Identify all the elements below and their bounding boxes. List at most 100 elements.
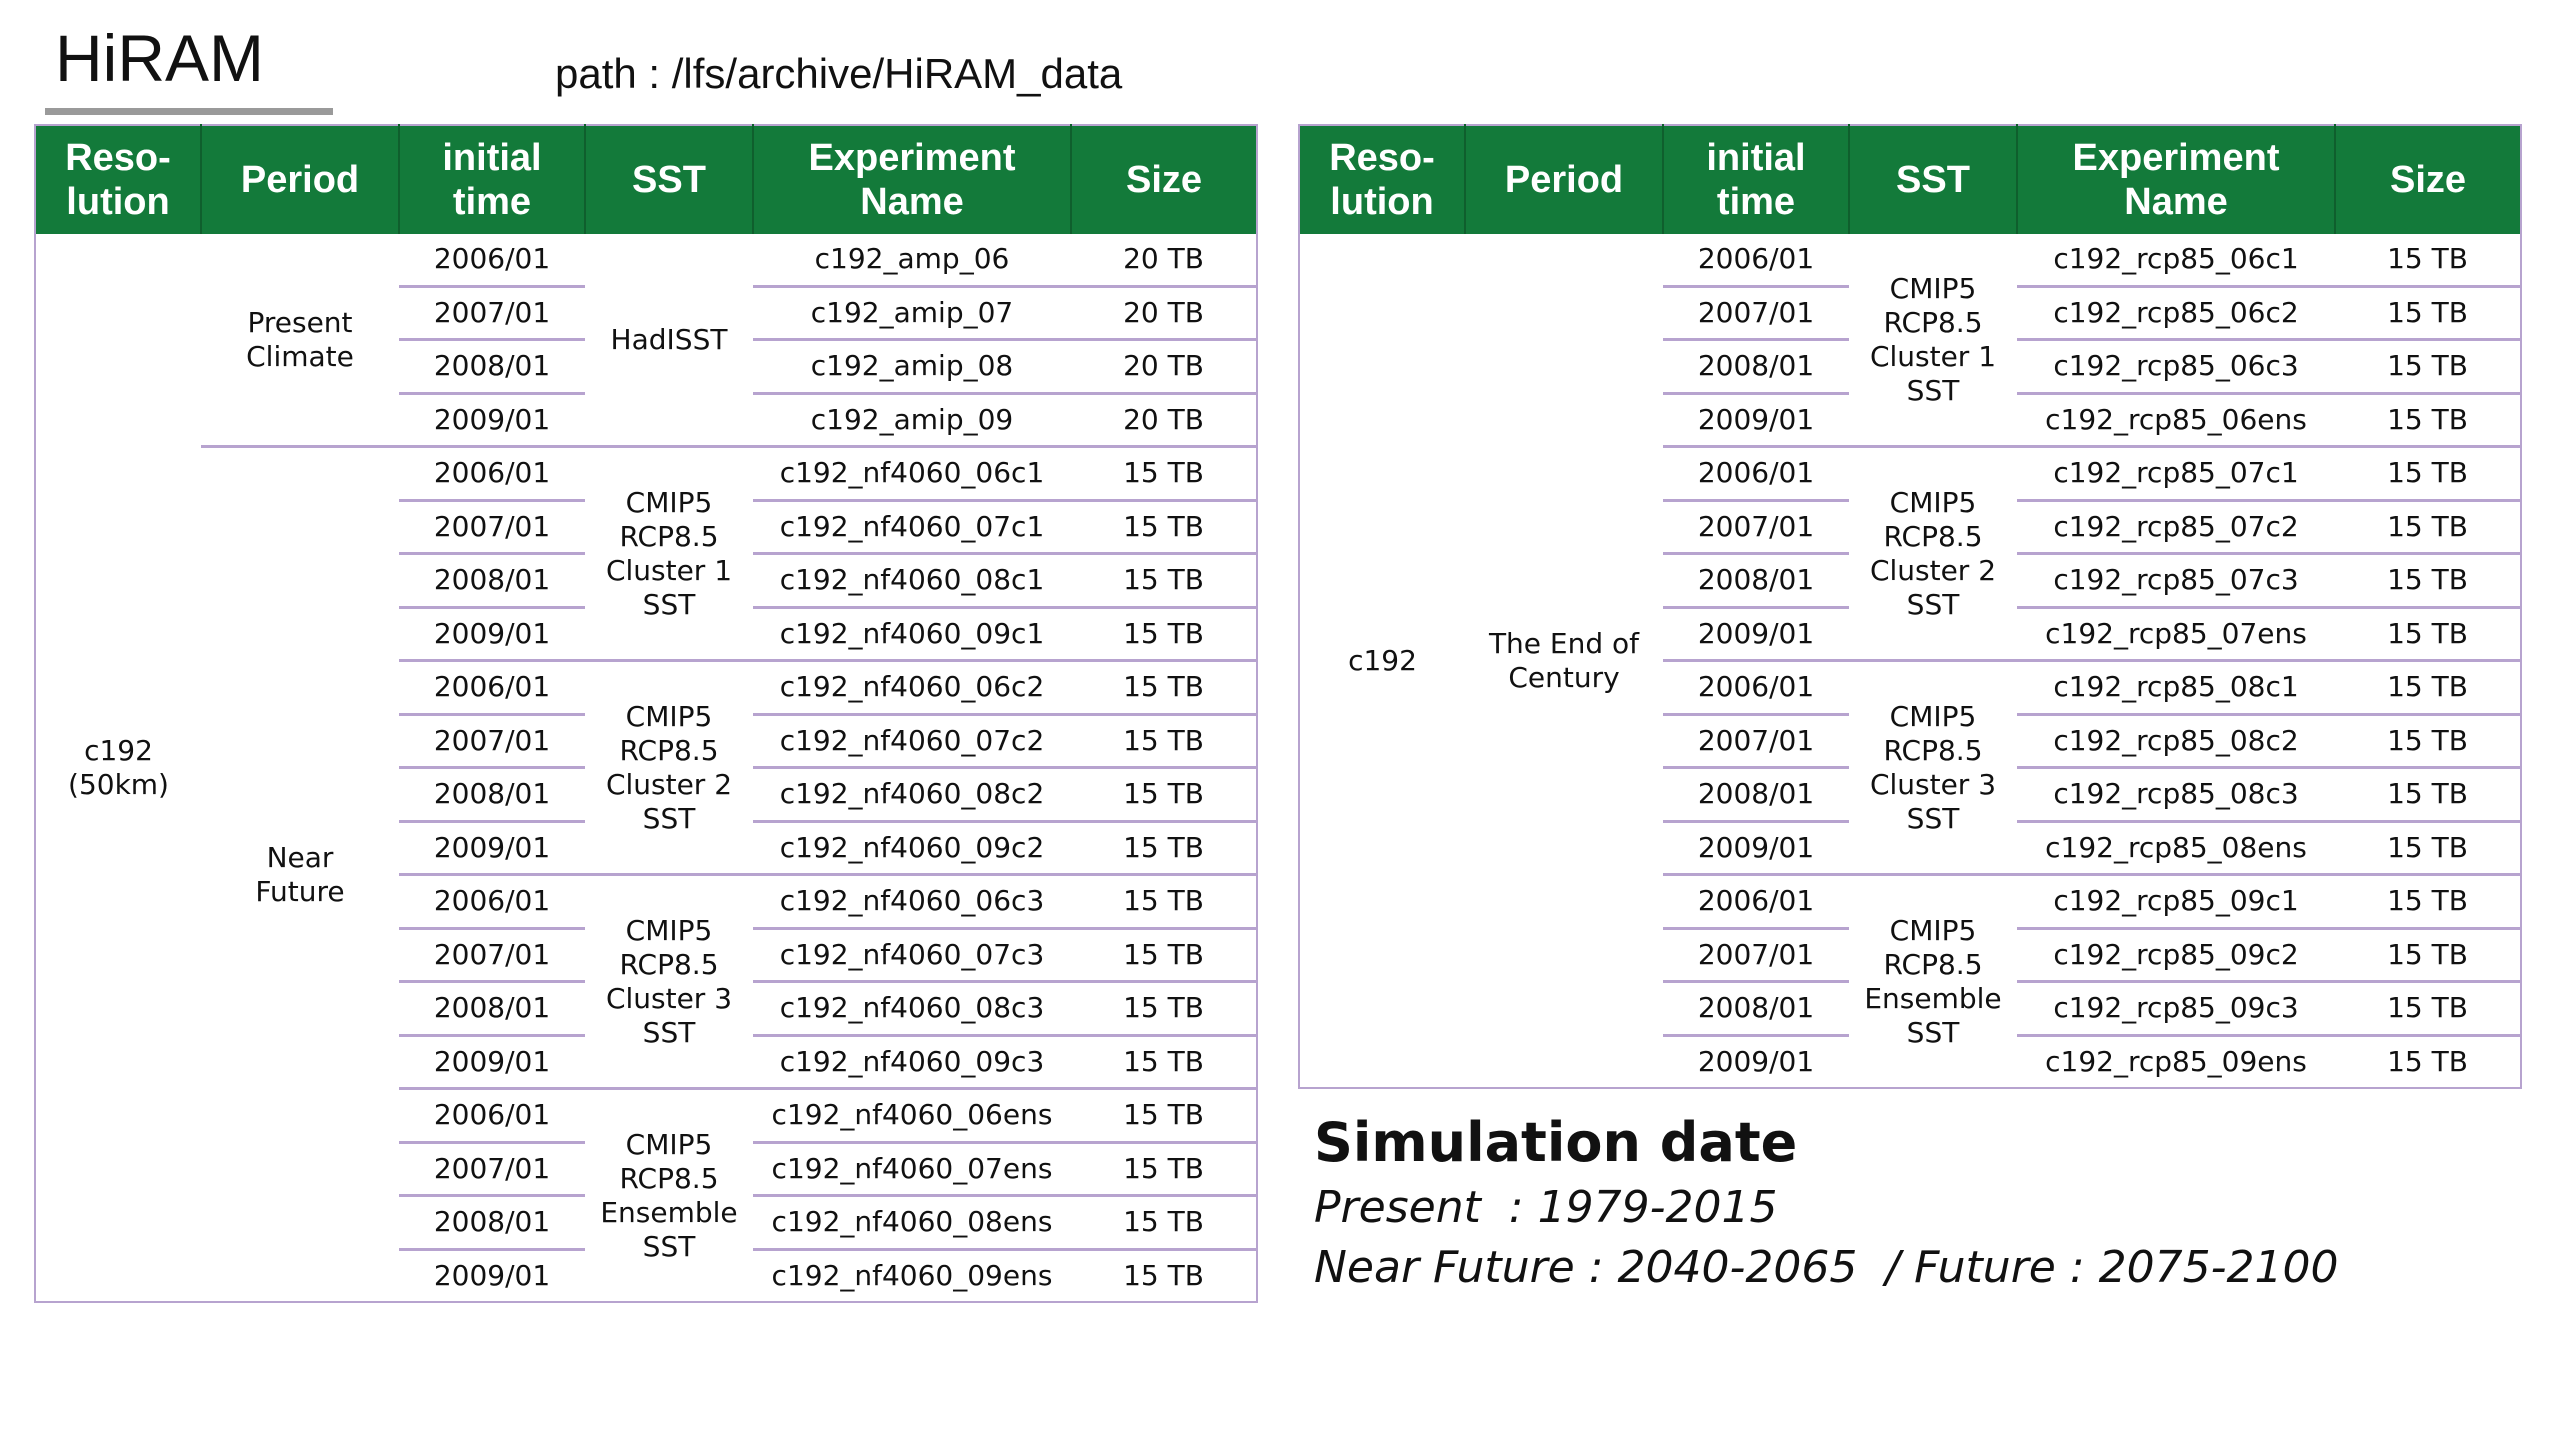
initial-time-cell: 2006/01 <box>1663 874 1849 930</box>
table-row: 2009/01 c192_rcp85_06ens 15 TB <box>1299 393 2521 448</box>
experiment-name-cell: c192_nf4060_08ens <box>753 1195 1071 1251</box>
initial-time-cell: 2009/01 <box>1663 821 1849 876</box>
simulation-present: Present : 1979-2015 <box>1314 1182 1778 1233</box>
size-cell: 15 TB <box>1071 1035 1257 1090</box>
table-row: 2006/01 CMIP5 RCP8.5 Cluster 3 SST c192_nf… <box>35 874 1257 1090</box>
table-row: 2006/01 CMIP5 RCP8.5 Cluster 2 SST c192_nf… <box>35 660 1257 876</box>
experiment-name-cell: c192_rcp85_06c3 <box>2017 339 2335 395</box>
experiment-name-cell: c192_nf4060_06c3 <box>753 874 1071 930</box>
size-cell: 15 TB <box>2387 1044 2468 1078</box>
size-cell: 15 TB <box>2335 500 2521 555</box>
table-row: 2007/01 c192_amip_07 20 TB <box>35 286 1257 341</box>
sst-cell: CMIP5 RCP8.5 Cluster 3 SST <box>585 874 753 1090</box>
header-period: Period <box>1465 125 1664 234</box>
size-cell: 15 TB <box>1071 500 1257 555</box>
size-cell: 15 TB <box>2335 393 2521 448</box>
size-cell: 15 TB <box>1123 1258 1204 1292</box>
header-initial-time: initial time <box>1663 125 1850 234</box>
size-cell: 15 TB <box>1071 928 1257 983</box>
table-row: 2008/01 c192_nf4060_08c3 15 TB <box>35 981 1257 1037</box>
size-cell: 15 TB <box>1071 607 1257 662</box>
experiment-name-cell: c192_nf4060_06c2 <box>753 660 1071 716</box>
sst-cell: CMIP5 RCP8.5 Cluster 2 SST <box>1849 446 2017 662</box>
experiment-name-cell: c192_rcp85_09c3 <box>2017 981 2335 1037</box>
table-row: 2008/01 c192_rcp85_06c3 15 TB <box>1299 339 2521 395</box>
header-label: Reso- lution <box>1329 137 1435 223</box>
initial-time-cell: 2008/01 <box>1663 767 1849 823</box>
period-cell: The End of Century <box>1488 626 1640 694</box>
header-resolution: Reso- lution <box>1299 125 1466 234</box>
experiment-name-cell: c192_rcp85_08c1 <box>2017 660 2335 716</box>
initial-time-cell: 2007/01 <box>1663 714 1849 769</box>
initial-time-cell: 2006/01 <box>399 874 585 930</box>
table-row: 2007/01 c192_nf4060_07ens 15 TB <box>35 1142 1257 1197</box>
size-cell: 15 TB <box>2335 446 2521 502</box>
size-cell: 20 TB <box>1071 286 1257 341</box>
table-row: 2008/01 c192_nf4060_08c2 15 TB <box>35 767 1257 823</box>
initial-time-cell: 2009/01 <box>399 1035 585 1090</box>
header-sst: SST <box>585 125 754 234</box>
size-cell: 15 TB <box>1071 874 1257 930</box>
simulation-date-title: Simulation date <box>1314 1111 1798 1174</box>
experiment-name-cell: c192_nf4060_09ens <box>771 1258 1053 1292</box>
simulation-date-block: Simulation date Present : 1979-2015 Near… <box>1314 1108 2338 1298</box>
resolution-cell: c192 (50km) <box>68 733 169 801</box>
size-cell: 15 TB <box>1071 553 1257 609</box>
initial-time-cell: 2007/01 <box>1663 928 1849 983</box>
initial-time-cell: 2007/01 <box>399 286 585 341</box>
initial-time-cell: 2007/01 <box>399 928 585 983</box>
table-row: 2007/01 c192_nf4060_07c2 15 TB <box>35 714 1257 769</box>
table-row: 2006/01 CMIP5 RCP8.5 Cluster 2 SST c192_rc… <box>1299 446 2521 662</box>
initial-time-cell: 2007/01 <box>1663 286 1849 341</box>
experiment-name-cell: c192_nf4060_07c3 <box>753 928 1071 983</box>
sst-cell: CMIP5 RCP8.5 Ensemble SST <box>1864 913 2002 1049</box>
simulation-future: Near Future : 2040-2065 / Future : 2075-… <box>1314 1242 2339 1293</box>
initial-time-cell: 2007/01 <box>399 1142 585 1197</box>
experiment-name-cell: c192_rcp85_08ens <box>2017 821 2335 876</box>
header-label: SST <box>632 159 706 201</box>
header-sst: SST <box>1849 125 2018 234</box>
size-cell: 20 TB <box>1071 393 1257 448</box>
table-row: 2009/01 c192_nf4060_09ens 15 TB <box>35 1249 1257 1302</box>
size-cell: 20 TB <box>1071 339 1257 395</box>
initial-time-cell: 2009/01 <box>1663 393 1849 448</box>
sst-cell: CMIP5 RCP8.5 Cluster 3 SST <box>1849 660 2017 876</box>
experiment-name-cell: c192_nf4060_09c1 <box>753 607 1071 662</box>
header-label: Period <box>240 159 360 201</box>
sst-cell: HadISST <box>585 234 753 448</box>
initial-time-cell: 2008/01 <box>399 767 585 823</box>
size-cell: 15 TB <box>1071 767 1257 823</box>
size-cell: 15 TB <box>2335 767 2521 823</box>
initial-time-cell: 2006/01 <box>399 1088 585 1144</box>
experiment-name-cell: c192_nf4060_06ens <box>753 1088 1071 1144</box>
experiment-name-cell: c192_amip_07 <box>753 286 1071 341</box>
header-label: Size <box>2389 159 2467 201</box>
header-experiment-name: Experiment Name <box>2017 125 2336 234</box>
table-row: c192 The End of Century 2006/01 CMIP5 RCP8.… <box>1299 234 2521 694</box>
experiment-name-cell: c192_rcp85_09ens <box>2045 1044 2307 1078</box>
initial-time-cell: 2008/01 <box>1663 981 1849 1037</box>
initial-time-cell: 2008/01 <box>399 553 585 609</box>
header-experiment-name: Experiment Name <box>753 125 1072 234</box>
table-row: 2007/01 c192_rcp85_06c2 15 TB <box>1299 286 2521 341</box>
initial-time-cell: 2009/01 <box>399 821 585 876</box>
initial-time-cell: 2009/01 <box>433 1258 551 1292</box>
table-row: 2008/01 c192_amip_08 20 TB <box>35 339 1257 395</box>
size-cell: 15 TB <box>1071 1142 1257 1197</box>
experiment-name-cell: c192_nf4060_08c1 <box>753 553 1071 609</box>
initial-time-cell: 2006/01 <box>399 660 585 716</box>
table-row: 2009/01 c192_rcp85_07ens 15 TB <box>1299 607 2521 662</box>
hiram-table-right: Reso- lution Period initial time SST Exp… <box>1298 124 2522 1089</box>
title-underline <box>45 108 333 115</box>
sst-cell: CMIP5 RCP8.5 Ensemble SST <box>600 1127 738 1263</box>
header-label: Experiment Name <box>808 137 1016 223</box>
initial-time-cell: 2007/01 <box>399 714 585 769</box>
size-cell: 15 TB <box>1071 821 1257 876</box>
initial-time-cell: 2008/01 <box>399 981 585 1037</box>
experiment-name-cell: c192_nf4060_08c2 <box>753 767 1071 823</box>
header-initial-time: initial time <box>399 125 586 234</box>
experiment-name-cell: c192_rcp85_09c1 <box>2017 874 2335 930</box>
table-row: 2008/01 c192_nf4060_08c1 15 TB <box>35 553 1257 609</box>
header-label: initial time <box>442 137 542 223</box>
experiment-name-cell: c192_amip_09 <box>753 393 1071 448</box>
